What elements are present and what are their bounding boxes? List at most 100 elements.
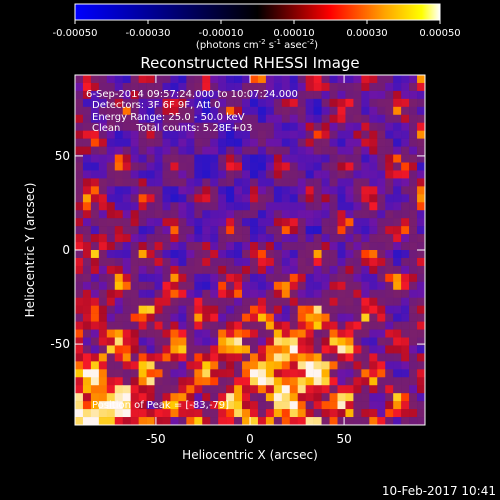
- heatmap-cell: [154, 122, 163, 131]
- heatmap-cell: [265, 106, 275, 116]
- heatmap-cell: [409, 321, 418, 330]
- heatmap-cell: [369, 106, 378, 116]
- heatmap-cell: [162, 417, 171, 426]
- heatmap-cell: [401, 75, 410, 84]
- heatmap-cell: [162, 106, 171, 116]
- heatmap-cell: [297, 361, 306, 370]
- heatmap-cell: [297, 273, 306, 283]
- heatmap-cell: [377, 98, 386, 108]
- heatmap-cell: [401, 162, 410, 171]
- heatmap-cell: [289, 401, 299, 410]
- heatmap-cell: [409, 138, 418, 147]
- heatmap-cell: [273, 257, 283, 267]
- heatmap-cell: [90, 226, 100, 235]
- heatmap-cell: [377, 289, 386, 299]
- heatmap-cell: [138, 82, 147, 92]
- heatmap-cell: [313, 186, 322, 195]
- heatmap-cell: [385, 361, 394, 370]
- heatmap-cell: [265, 337, 275, 346]
- heatmap-cell: [194, 361, 203, 370]
- heatmap-cell: [122, 186, 131, 195]
- heatmap-cell: [265, 234, 275, 243]
- heatmap-cell: [305, 154, 314, 163]
- heatmap-cell: [289, 329, 299, 338]
- heatmap-cell: [114, 210, 124, 219]
- heatmap-cell: [202, 154, 211, 163]
- heatmap-cell: [98, 250, 108, 259]
- heatmap-cell: [218, 329, 227, 338]
- heatmap-cell: [186, 106, 195, 116]
- heatmap-cell: [385, 257, 394, 267]
- heatmap-cell: [75, 186, 84, 195]
- heatmap-cell: [305, 75, 314, 84]
- heatmap-cell: [369, 90, 378, 100]
- heatmap-cell: [75, 417, 84, 426]
- heatmap-cell: [353, 321, 362, 330]
- heatmap-cell: [321, 202, 330, 211]
- heatmap-cell: [218, 170, 227, 179]
- heatmap-cell: [170, 202, 179, 211]
- heatmap-cell: [401, 409, 410, 418]
- heatmap-cell: [234, 289, 243, 299]
- heatmap-cell: [297, 178, 306, 187]
- heatmap-cell: [409, 114, 418, 124]
- heatmap-cell: [210, 170, 219, 179]
- heatmap-cell: [305, 114, 314, 124]
- heatmap-cell: [409, 98, 418, 108]
- heatmap-cell: [265, 130, 275, 139]
- heatmap-cell: [353, 305, 362, 314]
- heatmap-cell: [329, 385, 338, 394]
- colorbar-tick-label: -0.00050: [53, 28, 98, 39]
- heatmap-cell: [234, 345, 243, 354]
- heatmap-cell: [138, 218, 147, 227]
- heatmap-cell: [297, 226, 306, 235]
- heatmap-cell: [305, 250, 314, 259]
- heatmap-cell: [369, 321, 378, 330]
- heatmap-cell: [313, 138, 322, 147]
- heatmap-cell: [154, 337, 163, 346]
- heatmap-cell: [409, 353, 418, 362]
- heatmap-cell: [369, 393, 378, 402]
- heatmap-cell: [75, 337, 84, 346]
- heatmap-cell: [297, 194, 306, 203]
- heatmap-cell: [106, 393, 116, 402]
- heatmap-cell: [257, 321, 267, 330]
- heatmap-cell: [385, 178, 394, 187]
- heatmap-cell: [417, 162, 426, 171]
- heatmap-cell: [242, 265, 251, 275]
- heatmap-cell: [210, 337, 219, 346]
- heatmap-cell: [377, 250, 386, 259]
- heatmap-cell: [122, 82, 131, 92]
- heatmap-cell: [393, 138, 402, 147]
- heatmap-cell: [218, 305, 227, 314]
- heatmap-cell: [265, 114, 275, 124]
- heatmap-cell: [162, 194, 171, 203]
- heatmap-cell: [122, 345, 131, 354]
- heatmap-cell: [146, 90, 155, 100]
- heatmap-cell: [361, 122, 370, 131]
- heatmap-cell: [98, 401, 108, 410]
- heatmap-cell: [353, 210, 362, 219]
- heatmap-cell: [409, 234, 418, 243]
- heatmap-cell: [281, 218, 291, 227]
- heatmap-cell: [361, 90, 370, 100]
- heatmap-cell: [106, 345, 116, 354]
- heatmap-cell: [130, 337, 139, 346]
- heatmap-cell: [345, 305, 354, 314]
- heatmap-cell: [281, 377, 291, 386]
- heatmap-cell: [98, 313, 108, 322]
- heatmap-cell: [257, 289, 267, 299]
- heatmap-cell: [337, 106, 346, 116]
- heatmap-cell: [385, 154, 394, 163]
- heatmap-cell: [210, 130, 219, 139]
- heatmap-cell: [385, 242, 394, 251]
- heatmap-cell: [82, 401, 92, 410]
- heatmap-cell: [138, 250, 147, 259]
- heatmap-cell: [242, 305, 251, 314]
- heatmap-cell: [257, 257, 267, 267]
- heatmap-cell: [75, 170, 84, 179]
- heatmap-cell: [401, 154, 410, 163]
- heatmap-cell: [178, 273, 187, 283]
- heatmap-cell: [361, 138, 370, 147]
- heatmap-cell: [393, 218, 402, 227]
